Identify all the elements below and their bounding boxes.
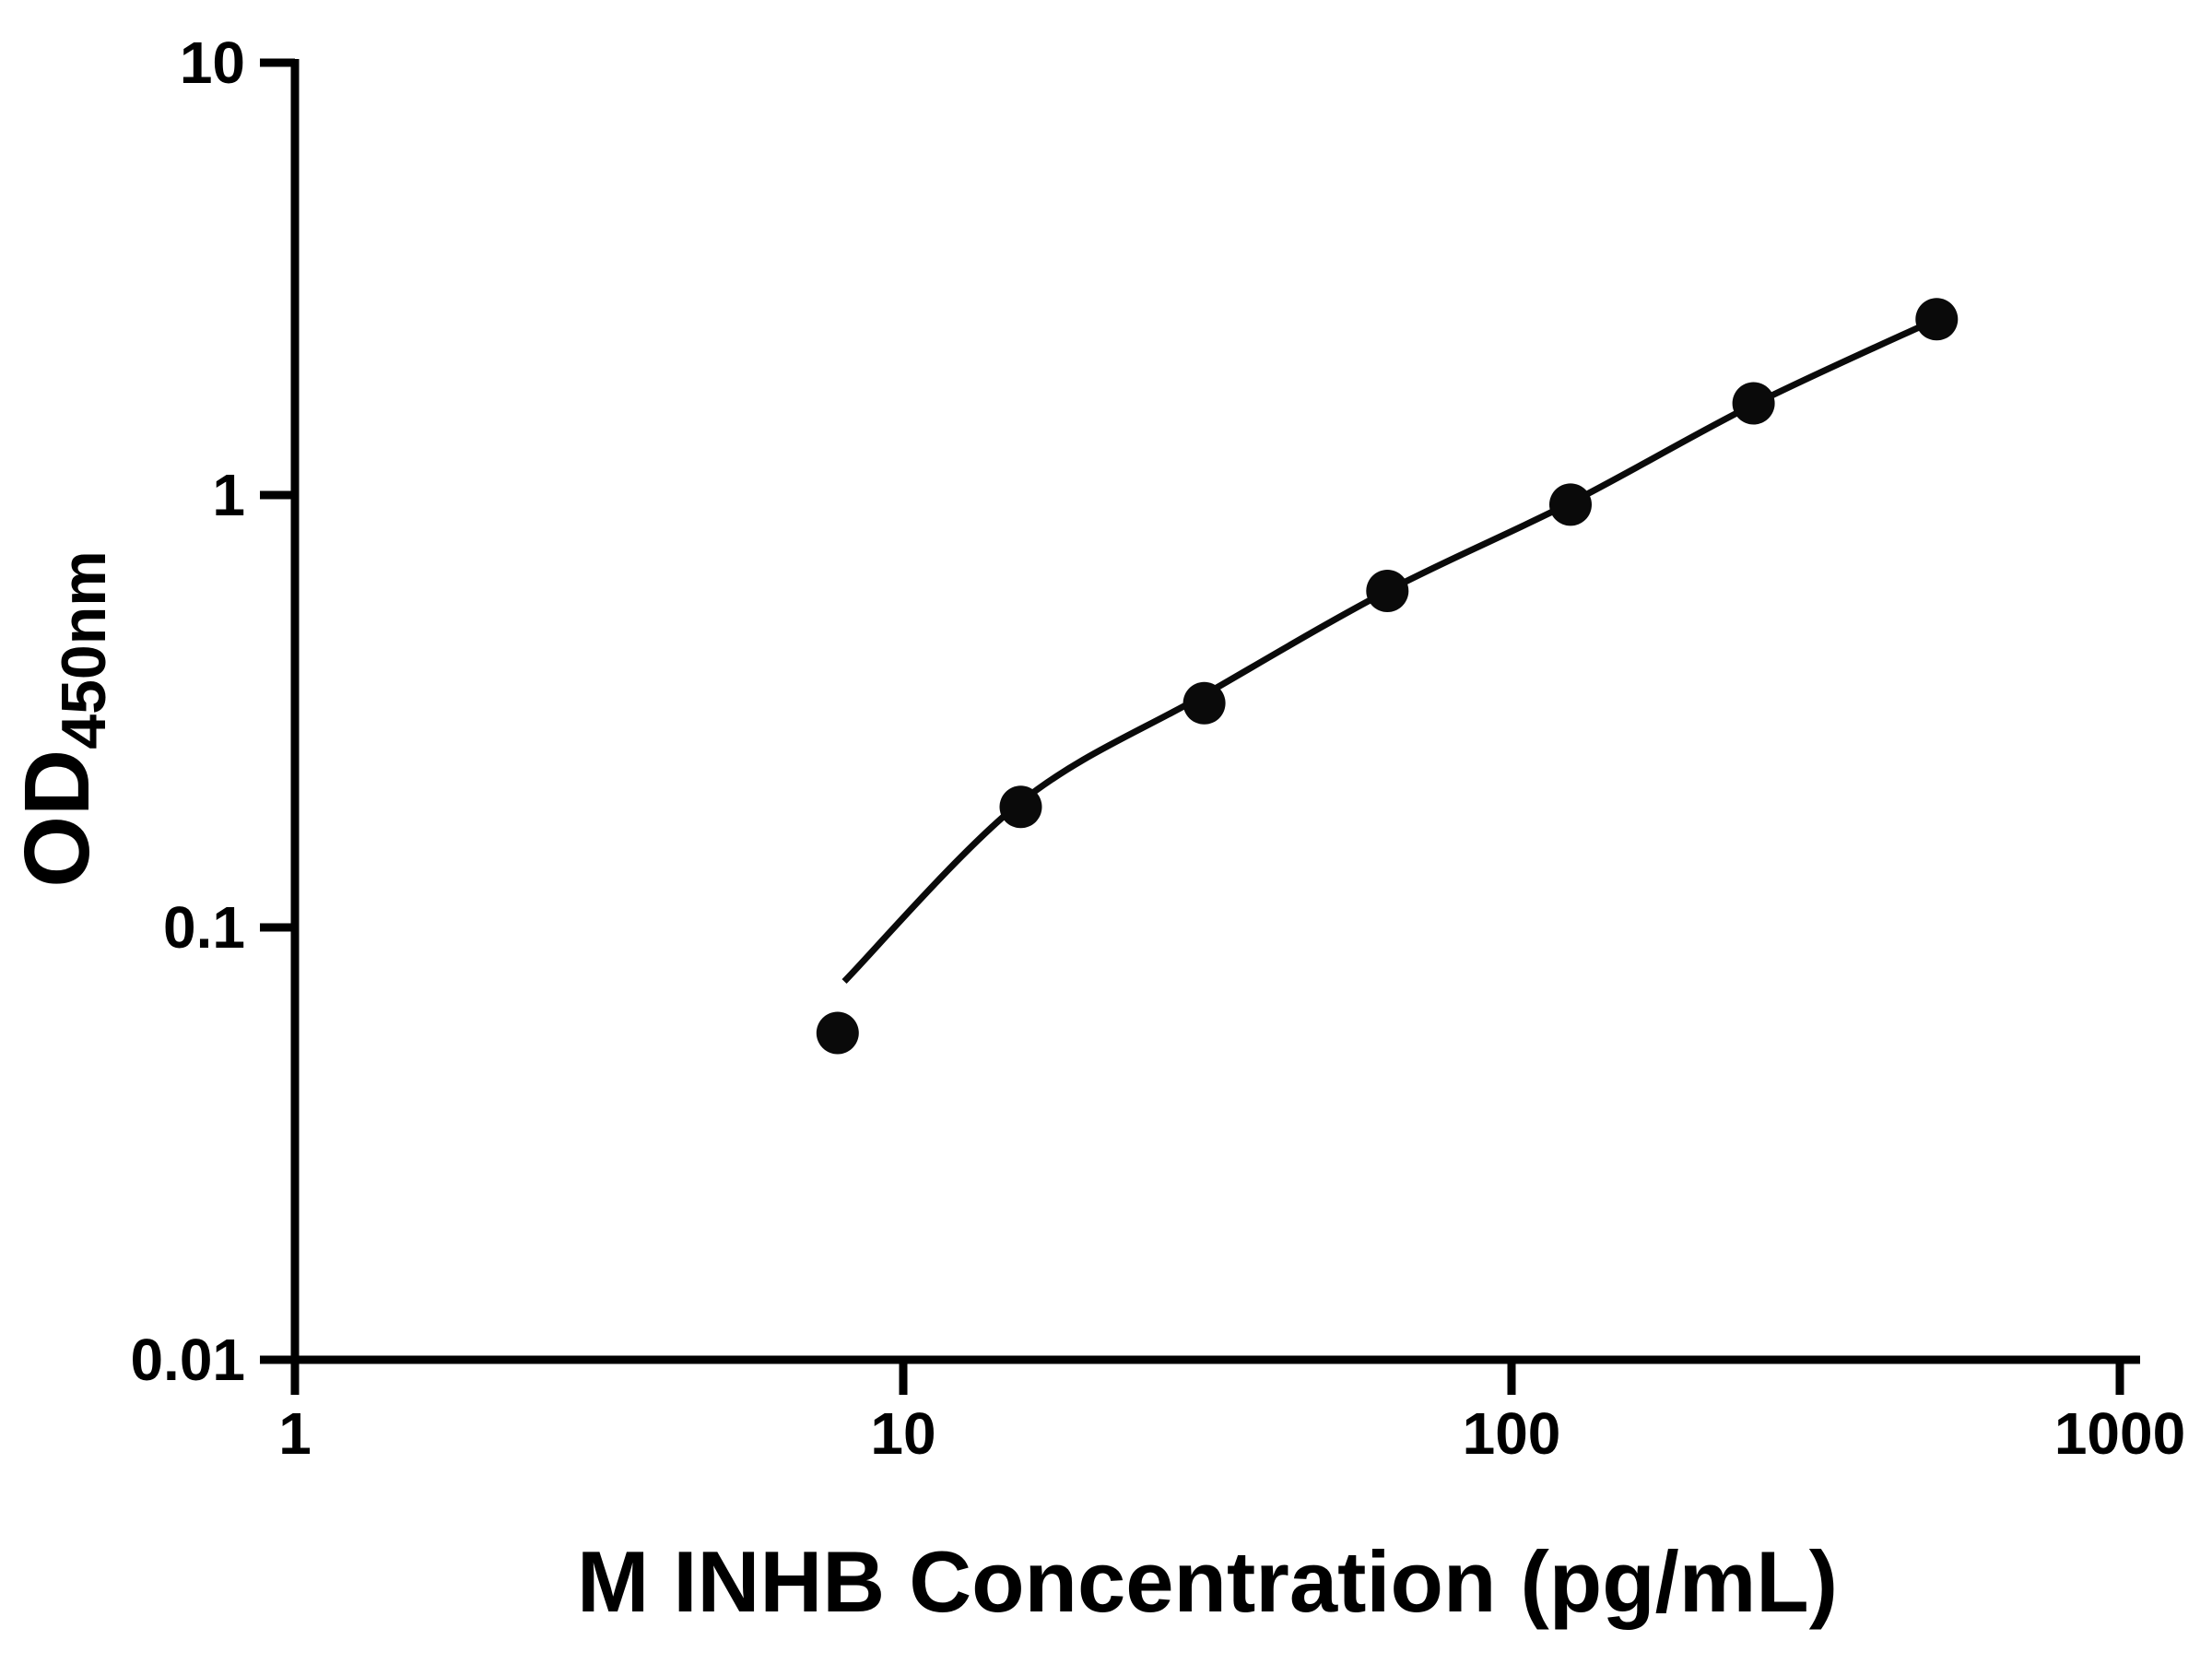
data-point [1549,483,1592,526]
axis-tick-labels: 1 10 100 1000 0.01 0.1 1 10 [130,30,2185,1467]
y-axis-title: OD450nm [6,550,119,887]
y-axis-title-main: OD [6,749,109,888]
data-point [1732,382,1775,425]
data-point [999,785,1042,829]
x-tick-label: 1000 [2054,1400,2185,1467]
data-point [1182,681,1226,725]
y-tick-label: 1 [212,462,245,528]
data-point [1915,298,1959,341]
data-points [816,298,1959,1055]
y-tick-label: 0.01 [130,1327,245,1393]
x-tick-label: 10 [870,1400,935,1467]
y-tick-label: 10 [180,30,245,96]
x-tick-label: 100 [1463,1400,1561,1467]
fit-curve-line [841,316,1938,985]
x-tick-label: 1 [278,1400,312,1467]
y-axis-title-subscript: 450nm [49,550,119,749]
x-axis-title: M INHB Concentration (pg/mL) [577,1533,1838,1630]
y-tick-label: 0.1 [163,894,245,961]
data-point [1366,570,1409,612]
axis-ticks [260,58,2124,1395]
data-point [816,1011,859,1055]
